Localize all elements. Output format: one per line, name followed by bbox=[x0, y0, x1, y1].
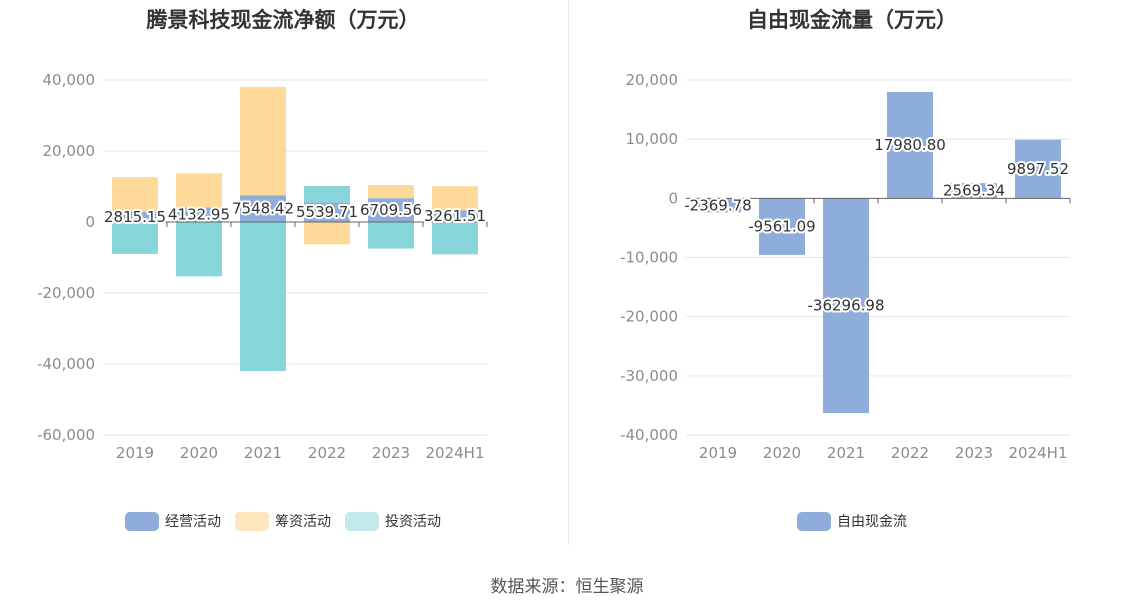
x-tick-label: 2020 bbox=[180, 444, 218, 462]
x-tick-label: 2021 bbox=[827, 444, 865, 462]
legend-item[interactable]: 经营活动 bbox=[125, 511, 221, 531]
data-label: 3261.51 bbox=[424, 207, 486, 225]
bar-投资活动-2023 bbox=[368, 222, 414, 249]
bar-筹资活动-2024H1 bbox=[432, 186, 478, 211]
x-tick-label: 2021 bbox=[244, 444, 282, 462]
net-cashflow-chart: 40,000 20,000 0 -20,000 -40,000 -60,000 2019 20… bbox=[37, 71, 488, 462]
bar-经营活动-2024H1 bbox=[432, 210, 478, 222]
bar-经营活动-2022 bbox=[304, 202, 350, 222]
bar-投资活动-2019 bbox=[112, 222, 158, 254]
bar-筹资活动-2023 bbox=[368, 185, 414, 199]
bar-自由现金流-2024H1 bbox=[1015, 139, 1061, 199]
legend-label: 经营活动 bbox=[165, 514, 221, 530]
data-label: 7548.42 bbox=[232, 200, 294, 218]
bar-投资活动-2022 bbox=[304, 186, 350, 203]
y-tick-label: 0 bbox=[85, 213, 95, 231]
y-tick-label: -30,000 bbox=[620, 367, 678, 385]
bar-自由现金流-2022 bbox=[887, 91, 933, 199]
bar-筹资活动-2019 bbox=[112, 177, 158, 213]
legend-swatch bbox=[125, 511, 159, 531]
y-tick-label: 20,000 bbox=[43, 142, 96, 160]
bar-筹资活动-2021 bbox=[240, 86, 286, 196]
net-cashflow-chart-panel: 腾景科技现金流净额（万元） 40,000 20,000 0 -20,000 -40,00… bbox=[0, 0, 566, 545]
y-tick-label: 40,000 bbox=[43, 71, 96, 89]
x-tick-label: 2022 bbox=[891, 444, 929, 462]
y-tick-label: -60,000 bbox=[37, 426, 95, 444]
bar-投资活动-2020 bbox=[176, 222, 222, 277]
bar-投资活动-2021 bbox=[240, 222, 286, 372]
y-tick-label: -10,000 bbox=[620, 249, 678, 267]
y-tick-label: -40,000 bbox=[620, 426, 678, 444]
x-tick-label: 2024H1 bbox=[426, 444, 485, 462]
x-tick-label: 2023 bbox=[372, 444, 410, 462]
y-tick-label: 20,000 bbox=[626, 71, 679, 89]
legend-item[interactable]: 投资活动 bbox=[345, 511, 441, 531]
legend-label: 筹资活动 bbox=[275, 514, 331, 530]
free-cashflow-chart: 20,000 10,000 0 -10,000 -20,000 -30,000 -40,00… bbox=[620, 71, 1071, 462]
x-tick-label: 2022 bbox=[308, 444, 346, 462]
bar-经营活动-2019 bbox=[112, 212, 158, 222]
y-tick-label: -20,000 bbox=[37, 284, 95, 302]
legend-swatch bbox=[235, 511, 269, 531]
chart-title: 腾景科技现金流净额（万元） bbox=[146, 8, 420, 32]
free-cashflow-chart-panel: 自由现金流量（万元） 20,000 10,000 0 -10,000 -20,000 -3… bbox=[570, 0, 1134, 545]
x-tick-label: 2020 bbox=[763, 444, 801, 462]
legend-item[interactable]: 自由现金流 bbox=[797, 511, 907, 531]
data-label: 5539.71 bbox=[296, 203, 358, 221]
bar-自由现金流-2023 bbox=[951, 183, 997, 199]
y-tick-label: 0 bbox=[668, 189, 678, 207]
y-tick-label: -40,000 bbox=[37, 355, 95, 373]
legend-label: 投资活动 bbox=[385, 514, 441, 530]
legend-item[interactable]: 筹资活动 bbox=[235, 511, 331, 531]
legend-swatch bbox=[345, 511, 379, 531]
chart-legend: 自由现金流 bbox=[570, 511, 1134, 531]
chart-title: 自由现金流量（万元） bbox=[747, 8, 957, 32]
bar-经营活动-2020 bbox=[176, 207, 222, 222]
data-source-note: 数据来源：恒生聚源 bbox=[490, 577, 644, 597]
y-tick-label: -20,000 bbox=[620, 308, 678, 326]
data-label: 9897.52 bbox=[1007, 160, 1069, 178]
data-label: 4132.95 bbox=[168, 206, 230, 224]
data-label: 17980.80 bbox=[874, 136, 946, 154]
data-label: 6709.56 bbox=[360, 201, 422, 219]
bar-自由现金流-2021 bbox=[823, 198, 869, 414]
data-label: -2369.78 bbox=[684, 196, 751, 214]
data-label: 2815.15 bbox=[104, 208, 166, 226]
data-label: -9561.09 bbox=[748, 218, 815, 236]
bar-筹资活动-2022 bbox=[304, 222, 350, 245]
bar-经营活动-2023 bbox=[368, 198, 414, 222]
bar-自由现金流-2019 bbox=[695, 198, 741, 213]
data-label: 2569.34 bbox=[943, 182, 1005, 200]
legend-label: 自由现金流 bbox=[837, 514, 907, 530]
x-tick-label: 2019 bbox=[116, 444, 154, 462]
data-label: -36296.98 bbox=[808, 297, 885, 315]
x-tick-label: 2024H1 bbox=[1009, 444, 1068, 462]
bar-投资活动-2024H1 bbox=[432, 222, 478, 255]
x-tick-label: 2023 bbox=[955, 444, 993, 462]
bar-经营活动-2021 bbox=[240, 195, 286, 222]
x-tick-label: 2019 bbox=[699, 444, 737, 462]
y-tick-label: 10,000 bbox=[626, 130, 679, 148]
panel-divider bbox=[568, 0, 569, 545]
bar-自由现金流-2020 bbox=[759, 198, 805, 255]
legend-swatch bbox=[797, 511, 831, 531]
chart-legend: 经营活动 筹资活动 投资活动 bbox=[0, 511, 566, 531]
bar-筹资活动-2020 bbox=[176, 173, 222, 208]
